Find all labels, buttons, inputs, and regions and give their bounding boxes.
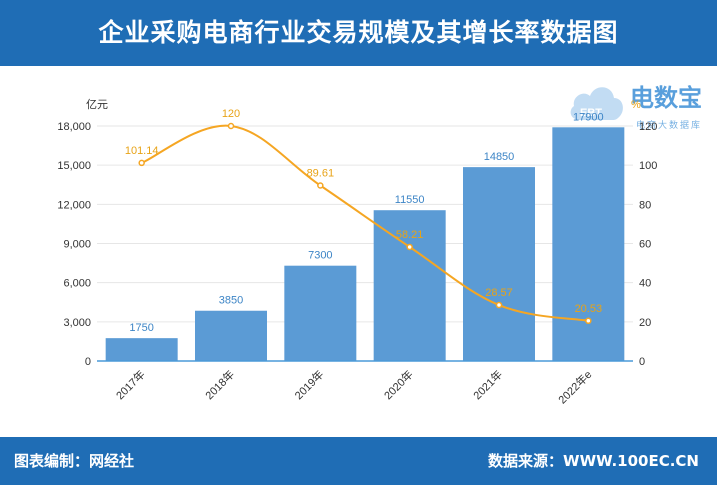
bar-value-label: 14850: [484, 151, 515, 163]
y-left-unit: 亿元: [86, 98, 108, 111]
grid-lines: [97, 125, 633, 323]
line-point: [138, 159, 145, 167]
cloud-icon: EBT: [570, 87, 623, 120]
line-value-label: 20.53: [575, 303, 603, 315]
y-right-tick-label: 120: [639, 121, 657, 133]
line-point: [227, 122, 235, 130]
line-point: [406, 243, 413, 251]
bars: [105, 127, 625, 361]
y-right-tick-label: 0: [639, 356, 645, 368]
y-left-tick-label: 12,000: [57, 199, 91, 211]
y-left-tick-label: 3,000: [63, 317, 91, 329]
logo-subtitle: 电商大数据库: [636, 121, 703, 131]
y-right-tick-label: 80: [639, 199, 651, 211]
line-point: [495, 301, 503, 309]
line-point: [585, 317, 592, 325]
y-right-unit: %: [631, 99, 641, 111]
y-right-tick-label: 40: [639, 278, 651, 290]
y-left-tick-label: 0: [85, 356, 91, 368]
data-labels: 1750 3850 7300 11550 14850 17900 101.14 120 89.6…: [125, 108, 604, 334]
header-bar: 企业采购电商行业交易规模及其增长率数据图: [0, 0, 717, 66]
x-tick-label: 2021年: [470, 367, 505, 402]
line-value-label: 28.57: [485, 287, 513, 299]
x-tick-label: 2019年: [291, 367, 326, 402]
bar: [373, 210, 446, 361]
x-tick-label: 2020年: [381, 367, 416, 402]
line-value-label: 89.61: [307, 168, 335, 180]
logo: EBT 电数宝 电商大数据库: [566, 76, 716, 136]
y-right-tick-label: 20: [639, 317, 651, 329]
line-value-label: 58.21: [396, 229, 424, 241]
bar-line-chart: 0 3,000 6,000 9,000 12,000 15,000 18,000 0 20 40 6…: [57, 98, 657, 407]
y-left-tick-label: 18,000: [57, 121, 91, 133]
bar-value-label: 7300: [308, 250, 332, 262]
bar-value-label: 3850: [219, 295, 243, 307]
y-right-tick-label: 60: [639, 239, 651, 251]
line-value-label: 101.14: [125, 145, 159, 157]
footer-bar: 图表编制：网经社 数据来源：WWW.100EC.CN: [0, 437, 717, 485]
cloud-text: EBT: [580, 107, 602, 119]
growth-line: [138, 122, 592, 325]
growth-line-path: [141, 124, 589, 322]
bar-value-label: 17900: [573, 111, 604, 123]
bar: [463, 167, 535, 361]
x-tick-label: 2017年: [113, 367, 148, 402]
bar: [195, 310, 267, 361]
y-left-tick-label: 15,000: [57, 160, 91, 172]
footer-source: 数据来源：WWW.100EC.CN: [488, 452, 699, 470]
line-point: [317, 182, 324, 189]
footer-credit: 图表编制：网经社: [14, 452, 135, 470]
y-right-tick-label: 100: [639, 160, 657, 172]
line-value-label: 120: [222, 108, 240, 120]
page-title: 企业采购电商行业交易规模及其增长率数据图: [98, 18, 619, 47]
bar-value-label: 1750: [129, 322, 153, 334]
bar: [105, 338, 178, 361]
x-tick-label: 2018年: [202, 367, 237, 402]
y-left-tick-label: 9,000: [63, 239, 91, 251]
bar: [552, 127, 625, 361]
logo-brand: 电数宝: [630, 84, 702, 112]
y-left-tick-label: 6,000: [63, 278, 91, 290]
x-tick-label: 2022年e: [555, 367, 594, 406]
bar-value-label: 11550: [395, 194, 425, 206]
bar: [284, 265, 357, 361]
